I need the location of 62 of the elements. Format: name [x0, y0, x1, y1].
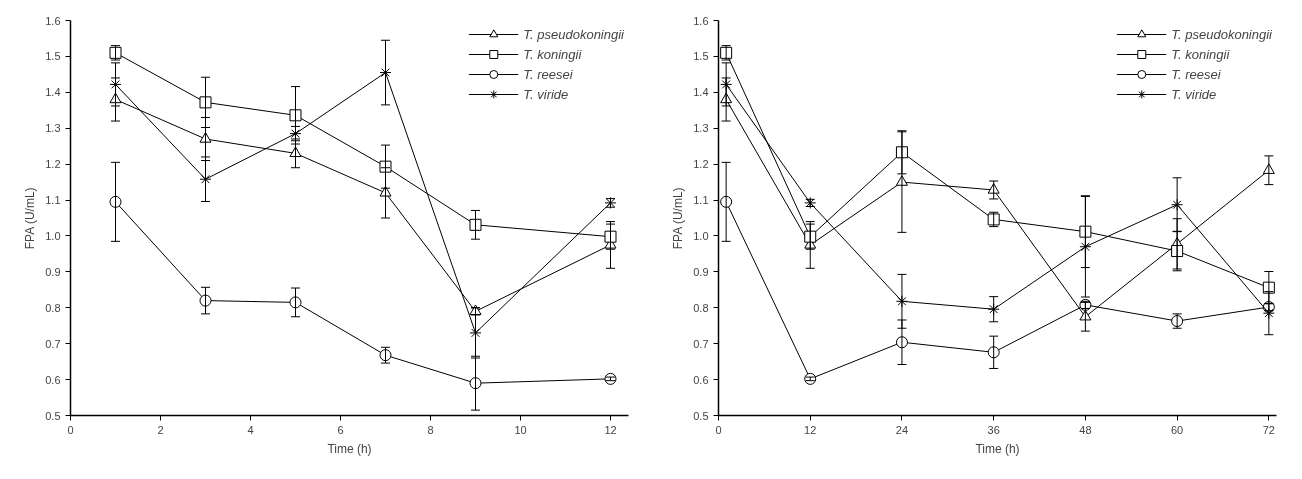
point: [199, 96, 212, 109]
x-axis-title: Time (h): [327, 441, 372, 456]
y-tick-label: 0.9: [45, 265, 61, 278]
y-axis-title: FPA (U/mL): [23, 187, 38, 250]
y-tick-label: 0.7: [45, 337, 61, 350]
y-tick-label: 1.3: [45, 122, 61, 135]
legend-label: T. koningii: [1171, 46, 1230, 62]
x-tick-label: 12: [604, 423, 617, 436]
x-tick-label: 8: [427, 423, 434, 436]
x-tick-label: 2: [157, 423, 164, 436]
point: [1079, 225, 1092, 238]
y-tick-label: 1.0: [693, 229, 709, 242]
point: [720, 78, 733, 91]
y-tick-label: 0.5: [693, 409, 709, 422]
legend-label: T. pseudokoningii: [1171, 26, 1272, 42]
legend-label: T. viride: [1171, 86, 1217, 102]
y-tick-label: 1.5: [45, 50, 61, 63]
legend-label: T. pseudokoningii: [523, 26, 624, 42]
x-tick-label: 72: [1262, 423, 1275, 436]
y-tick-label: 0.6: [693, 373, 709, 386]
y-tick-label: 1.4: [45, 86, 61, 99]
point: [987, 303, 1000, 316]
y-tick-label: 1.6: [45, 14, 61, 27]
x-tick-label: 6: [337, 423, 344, 436]
legend-label: T. viride: [523, 86, 569, 102]
y-tick-label: 1.2: [45, 158, 61, 171]
x-tick-label: 24: [895, 423, 909, 436]
x-tick-label: 4: [247, 423, 254, 436]
legend-label: T. reesei: [523, 66, 573, 82]
point: [1262, 307, 1275, 320]
point: [895, 295, 908, 308]
x-axis-title: Time (h): [975, 441, 1020, 456]
x-tick-label: 48: [1079, 423, 1092, 436]
y-tick-label: 0.8: [45, 301, 61, 314]
x-tick-label: 0: [715, 423, 722, 436]
y-tick-label: 1.0: [45, 229, 61, 242]
point: [804, 230, 817, 243]
x-tick-label: 36: [987, 423, 1000, 436]
y-tick-label: 0.6: [45, 373, 61, 386]
y-tick-label: 1.1: [45, 194, 61, 207]
point: [289, 109, 302, 122]
y-tick-label: 0.5: [45, 409, 61, 422]
point: [1171, 198, 1184, 211]
point: [1079, 240, 1092, 253]
y-tick-label: 1.4: [693, 86, 709, 99]
x-tick-label: 60: [1171, 423, 1184, 436]
y-tick-label: 1.6: [693, 14, 709, 27]
x-tick-label: 0: [67, 423, 74, 436]
y-tick-label: 0.8: [693, 301, 709, 314]
y-tick-label: 0.7: [693, 337, 709, 350]
y-axis-title: FPA (U/mL): [671, 187, 686, 250]
legend-label: T. reesei: [1171, 66, 1221, 82]
y-tick-label: 1.2: [693, 158, 709, 171]
y-tick-label: 1.3: [693, 122, 709, 135]
x-tick-label: 12: [804, 423, 817, 436]
y-tick-label: 1.1: [693, 194, 709, 207]
y-tick-label: 0.9: [693, 265, 709, 278]
x-tick-label: 10: [514, 423, 527, 436]
legend-label: T. koningii: [523, 46, 582, 62]
point: [469, 218, 482, 231]
y-tick-label: 1.5: [693, 50, 709, 63]
point: [604, 230, 617, 243]
